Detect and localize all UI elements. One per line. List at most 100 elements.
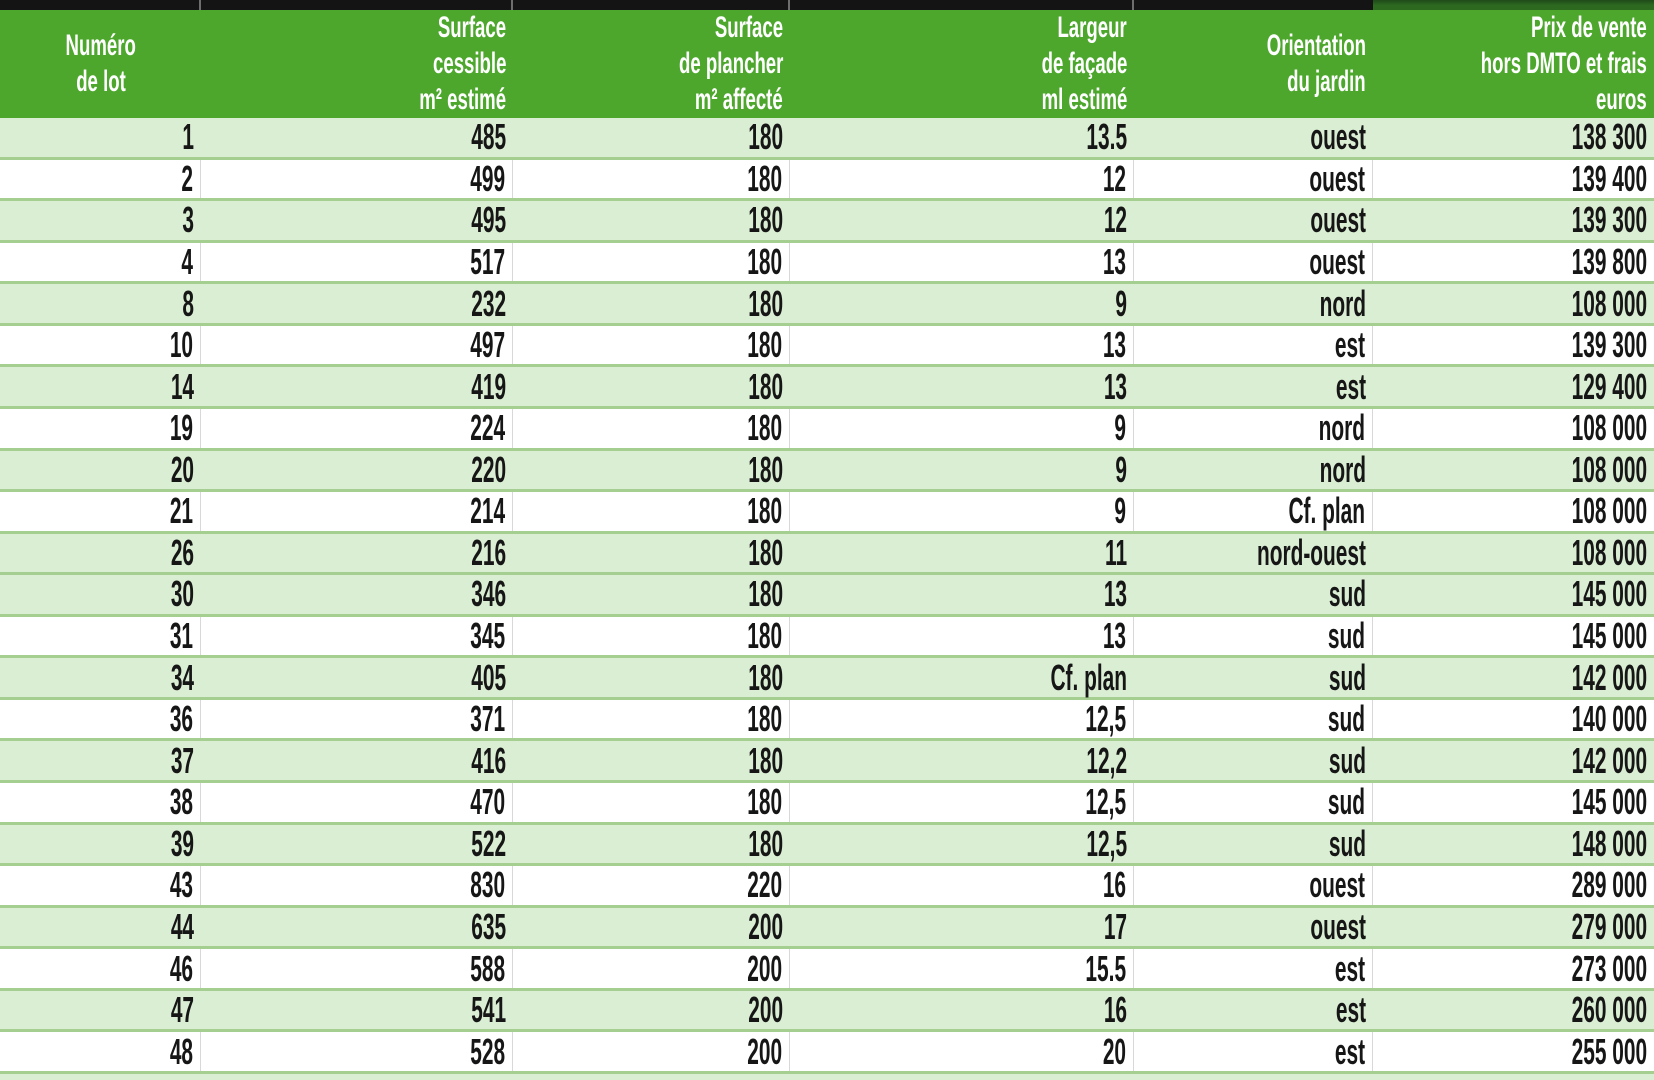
cell-orientation[interactable]: sud: [1134, 781, 1373, 822]
cell-largeur[interactable]: 12: [790, 199, 1134, 240]
cell-lot[interactable]: 10: [0, 324, 201, 365]
cell-surface_cessible[interactable]: 588: [201, 948, 513, 989]
cell-largeur[interactable]: 17: [790, 906, 1134, 947]
cell-largeur[interactable]: 12,5: [790, 698, 1134, 739]
cell-surface_cessible[interactable]: 497: [201, 324, 513, 365]
cell-orientation[interactable]: est: [1134, 948, 1373, 989]
cell-surface_plancher[interactable]: 180: [513, 823, 790, 864]
cell-lot[interactable]: 47: [0, 989, 201, 1030]
cell-prix[interactable]: 139 800: [1373, 241, 1654, 282]
cell-surface_plancher[interactable]: 200: [513, 906, 790, 947]
header-cell-prix[interactable]: Prix de vente hors DMTO et frais euros: [1373, 10, 1654, 118]
cell-prix[interactable]: 145 000: [1373, 615, 1654, 656]
cell-surface_cessible[interactable]: 214: [201, 490, 513, 531]
header-cell-orientation[interactable]: Orientation du jardin: [1134, 10, 1373, 118]
cell-surface_plancher[interactable]: 180: [513, 740, 790, 781]
cell-orientation[interactable]: ouest: [1134, 864, 1373, 905]
cell-orientation[interactable]: ouest: [1134, 906, 1373, 947]
cell-surface_plancher[interactable]: 180: [513, 116, 790, 157]
cell-surface_plancher[interactable]: 200: [513, 989, 790, 1030]
cell-surface_plancher[interactable]: 180: [513, 449, 790, 490]
cell-largeur[interactable]: 13: [790, 573, 1134, 614]
cell-prix[interactable]: 138 300: [1373, 116, 1654, 157]
cell-surface_cessible[interactable]: 224: [201, 407, 513, 448]
cell-surface_plancher[interactable]: 180: [513, 615, 790, 656]
cell-orientation[interactable]: ouest: [1134, 116, 1373, 157]
cell-prix[interactable]: 273 000: [1373, 948, 1654, 989]
cell-surface_cessible[interactable]: 419: [201, 366, 513, 407]
cell-lot[interactable]: 1: [0, 116, 201, 157]
cell-lot[interactable]: 4: [0, 241, 201, 282]
cell-orientation[interactable]: est: [1134, 1031, 1373, 1072]
cell-surface_cessible[interactable]: 220: [201, 449, 513, 490]
cell-largeur[interactable]: 16: [790, 989, 1134, 1030]
cell-surface_cessible[interactable]: 495: [201, 199, 513, 240]
cell-surface_cessible[interactable]: 485: [201, 116, 513, 157]
cell-surface_cessible[interactable]: 232: [201, 283, 513, 324]
cell-surface_plancher[interactable]: 220: [513, 864, 790, 905]
cell-lot[interactable]: 37: [0, 740, 201, 781]
header-cell-surface_plancher[interactable]: Surface de plancher m² affecté: [513, 10, 790, 118]
cell-orientation[interactable]: sud: [1134, 615, 1373, 656]
cell-largeur[interactable]: Cf. plan: [790, 657, 1134, 698]
cell-orientation[interactable]: sud: [1134, 740, 1373, 781]
cell-surface_cessible[interactable]: 635: [201, 906, 513, 947]
header-cell-lot[interactable]: Numéro de lot: [0, 10, 201, 118]
cell-surface_plancher[interactable]: 180: [513, 781, 790, 822]
cell-orientation[interactable]: nord: [1134, 283, 1373, 324]
cell-orientation[interactable]: sud: [1134, 573, 1373, 614]
cell-surface_plancher[interactable]: 180: [513, 657, 790, 698]
cell-largeur[interactable]: 9: [790, 407, 1134, 448]
cell-prix[interactable]: 260 000: [1373, 989, 1654, 1030]
cell-largeur[interactable]: 12,5: [790, 823, 1134, 864]
cell-surface_plancher[interactable]: 180: [513, 366, 790, 407]
cell-surface_cessible[interactable]: 371: [201, 698, 513, 739]
cell-prix[interactable]: 108 000: [1373, 490, 1654, 531]
cell-lot[interactable]: 38: [0, 781, 201, 822]
cell-lot[interactable]: 39: [0, 823, 201, 864]
cell-prix[interactable]: 142 000: [1373, 657, 1654, 698]
cell-surface_plancher[interactable]: 180: [513, 283, 790, 324]
cell-orientation[interactable]: sud: [1134, 698, 1373, 739]
cell-orientation[interactable]: ouest: [1134, 158, 1373, 199]
cell-surface_cessible[interactable]: 499: [201, 158, 513, 199]
cell-largeur[interactable]: 12: [790, 158, 1134, 199]
cell-largeur[interactable]: 13.5: [790, 116, 1134, 157]
cell-orientation[interactable]: est: [1134, 989, 1373, 1030]
cell-prix[interactable]: 145 000: [1373, 781, 1654, 822]
cell-surface_cessible[interactable]: 541: [201, 989, 513, 1030]
cell-lot[interactable]: 36: [0, 698, 201, 739]
cell-orientation[interactable]: nord: [1134, 449, 1373, 490]
cell-prix[interactable]: 139 300: [1373, 199, 1654, 240]
cell-surface_cessible[interactable]: 517: [201, 241, 513, 282]
header-cell-surface_cessible[interactable]: Surface cessible m² estimé: [201, 10, 513, 118]
cell-lot[interactable]: 19: [0, 407, 201, 448]
cell-prix[interactable]: 108 000: [1373, 532, 1654, 573]
cell-largeur[interactable]: 9: [790, 283, 1134, 324]
cell-orientation[interactable]: nord: [1134, 407, 1373, 448]
cell-surface_plancher[interactable]: 180: [513, 532, 790, 573]
cell-largeur[interactable]: 13: [790, 241, 1134, 282]
cell-prix[interactable]: 139 300: [1373, 324, 1654, 365]
cell-orientation[interactable]: est: [1134, 366, 1373, 407]
cell-surface_cessible[interactable]: 416: [201, 740, 513, 781]
cell-surface_plancher[interactable]: 180: [513, 199, 790, 240]
cell-lot[interactable]: 20: [0, 449, 201, 490]
cell-surface_cessible[interactable]: 522: [201, 823, 513, 864]
cell-largeur[interactable]: 13: [790, 615, 1134, 656]
cell-lot[interactable]: 43: [0, 864, 201, 905]
cell-largeur[interactable]: 9: [790, 490, 1134, 531]
cell-orientation[interactable]: sud: [1134, 657, 1373, 698]
cell-prix[interactable]: 279 000: [1373, 906, 1654, 947]
cell-prix[interactable]: 108 000: [1373, 407, 1654, 448]
cell-surface_cessible[interactable]: 470: [201, 781, 513, 822]
cell-lot[interactable]: 14: [0, 366, 201, 407]
cell-lot[interactable]: 26: [0, 532, 201, 573]
cell-largeur[interactable]: 12,2: [790, 740, 1134, 781]
cell-largeur[interactable]: 20: [790, 1031, 1134, 1072]
cell-lot[interactable]: 2: [0, 158, 201, 199]
cell-surface_cessible[interactable]: 216: [201, 532, 513, 573]
cell-lot[interactable]: 44: [0, 906, 201, 947]
cell-surface_plancher[interactable]: 180: [513, 158, 790, 199]
cell-prix[interactable]: 289 000: [1373, 864, 1654, 905]
